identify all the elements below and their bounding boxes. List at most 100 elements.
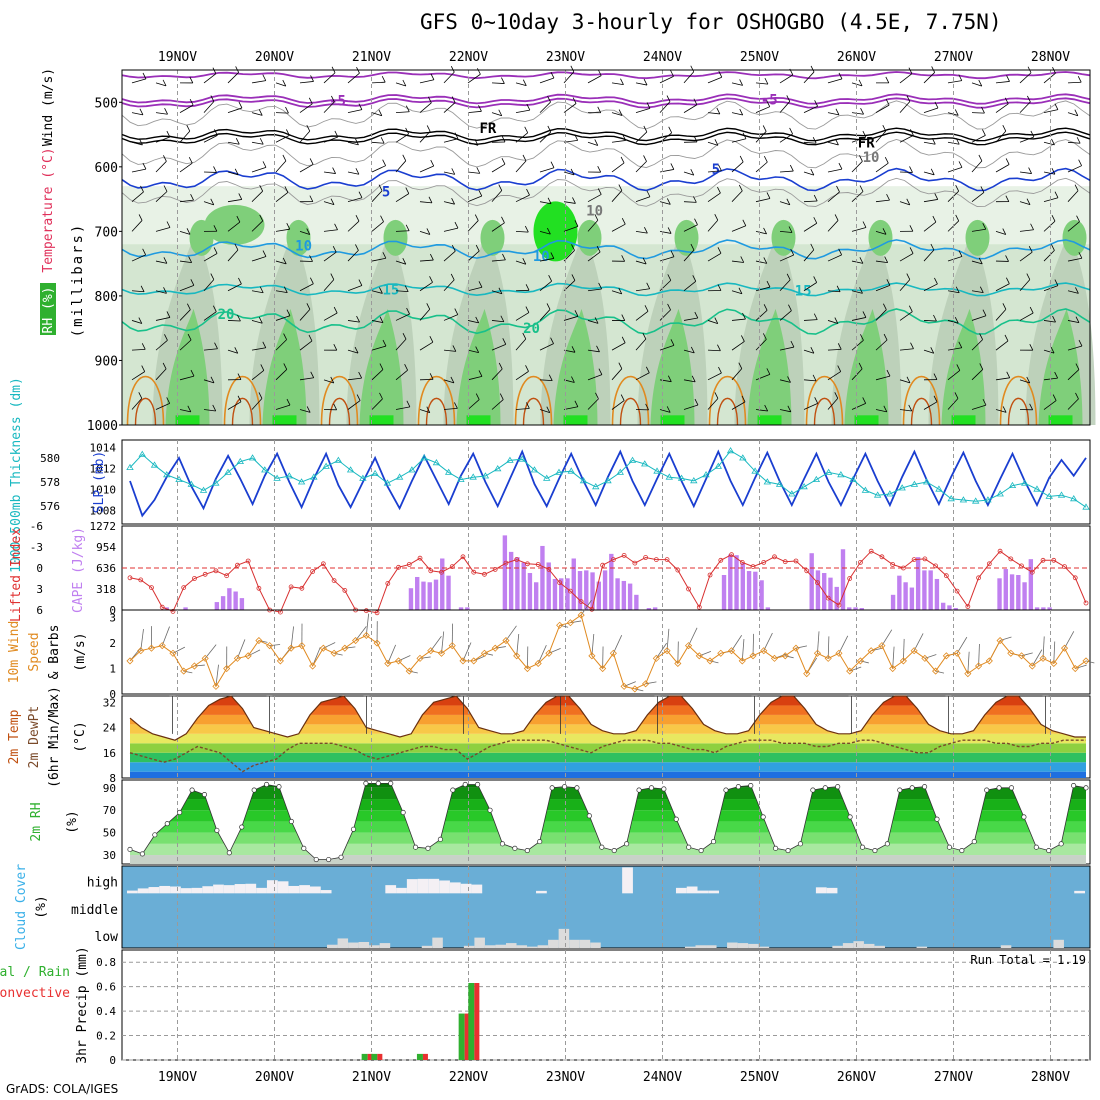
wind-barb bbox=[227, 72, 239, 84]
wind-barb bbox=[1019, 136, 1035, 143]
lifted-index-marker bbox=[836, 602, 842, 608]
wind-barb-flag bbox=[598, 282, 603, 290]
surface-wind-barb bbox=[204, 644, 217, 659]
surface-wind-barb bbox=[1021, 652, 1033, 657]
rh-marker bbox=[139, 851, 145, 857]
wind-speed-marker bbox=[480, 649, 489, 657]
wind-barb-flag bbox=[1002, 124, 1007, 132]
wind-barb-flag bbox=[405, 187, 410, 194]
thickness-marker bbox=[910, 480, 919, 487]
wind-barb bbox=[707, 349, 721, 352]
wind-barb-flag bbox=[574, 310, 579, 317]
wind-barb bbox=[299, 130, 311, 143]
wind-barb-flag bbox=[306, 228, 311, 235]
wind-barb-flag bbox=[812, 374, 817, 382]
crosssection-frame bbox=[121, 69, 1091, 426]
surface-wind-barb bbox=[591, 633, 595, 656]
wind-barb-flag bbox=[475, 316, 480, 324]
wind-barb bbox=[659, 280, 672, 292]
rh-marker bbox=[884, 841, 890, 847]
wind-barb-flag bbox=[379, 363, 384, 370]
wind-tick-label: 3 bbox=[109, 612, 116, 625]
wind-barb bbox=[131, 112, 144, 116]
wind-barb bbox=[875, 199, 890, 203]
wind-barb-flag bbox=[283, 286, 288, 293]
cloud-bar-high bbox=[460, 883, 472, 894]
wind-barb-flag bbox=[1028, 245, 1033, 253]
wind-barb-flag bbox=[766, 280, 771, 288]
temperature-line bbox=[129, 695, 1086, 741]
wind-barb-flag bbox=[717, 247, 722, 254]
cloud-bar-high bbox=[170, 886, 181, 894]
cloud-bar-high bbox=[536, 890, 547, 894]
wind-barb-flag bbox=[259, 286, 264, 293]
wind-barb bbox=[515, 194, 530, 203]
cloud-bar-low bbox=[327, 944, 338, 948]
wind-speed-marker bbox=[1039, 654, 1047, 662]
temperature-contour-25 bbox=[417, 376, 456, 426]
pressure-axis-label: (millibars) bbox=[70, 223, 86, 338]
wind-barb bbox=[779, 279, 791, 292]
wind-speed-marker bbox=[577, 611, 585, 619]
wind-barb-flag bbox=[886, 369, 891, 377]
thickness-marker bbox=[641, 460, 649, 467]
surface-wind-barb bbox=[387, 644, 397, 664]
wind-barb bbox=[323, 279, 335, 292]
wind-barb-flag bbox=[212, 305, 217, 312]
wind-barb-flag bbox=[522, 79, 527, 86]
thickness-marker bbox=[150, 461, 159, 468]
wind-barb-flag bbox=[954, 392, 959, 399]
wind-barb bbox=[323, 101, 335, 113]
wind-barb-flag bbox=[550, 161, 555, 168]
wind-barb bbox=[827, 348, 842, 351]
cape-bar bbox=[546, 562, 551, 610]
cape-bar bbox=[577, 571, 583, 610]
wind-barb-flag bbox=[451, 168, 456, 175]
rh-midlevel-patch bbox=[1062, 219, 1087, 256]
wind-barb bbox=[707, 76, 722, 84]
wind-barb-flag bbox=[886, 193, 890, 201]
rh-plume-moist bbox=[941, 308, 986, 425]
wind-barb bbox=[635, 131, 648, 143]
wind-barb-flag bbox=[286, 223, 291, 230]
surface-wind-barb bbox=[924, 654, 937, 659]
lifted-index-marker bbox=[610, 557, 616, 562]
rh-axis-label-1: 2m RH bbox=[29, 802, 44, 841]
wind-speed-contour bbox=[121, 100, 1091, 130]
wind-barb bbox=[227, 199, 242, 203]
rh-marker bbox=[450, 787, 456, 793]
surface-wind-barb bbox=[1085, 660, 1095, 664]
wind-barb-flag bbox=[1005, 277, 1010, 284]
wind-barb-flag bbox=[259, 185, 264, 192]
temperature-fill bbox=[130, 696, 1086, 778]
wind-barb-flag bbox=[690, 243, 695, 251]
wind-barb-flag bbox=[670, 250, 675, 257]
wind-barb bbox=[779, 170, 794, 173]
wind-barb bbox=[419, 309, 431, 321]
wind-barb bbox=[155, 136, 171, 143]
thickness-marker bbox=[935, 485, 943, 492]
surface-wind-barb bbox=[1031, 649, 1043, 667]
wind-barb bbox=[203, 379, 215, 384]
temperature-band bbox=[130, 696, 1086, 706]
temperature-band bbox=[130, 752, 1086, 763]
wind-barb-flag bbox=[570, 168, 575, 176]
wind-barb bbox=[611, 290, 622, 295]
wind-barb-flag bbox=[594, 317, 599, 324]
wind-speed-marker bbox=[835, 649, 843, 657]
wind-barb bbox=[275, 228, 290, 232]
lifted-index-marker bbox=[1051, 557, 1057, 563]
rh-plume-moist bbox=[262, 308, 307, 425]
wind-barb-flag bbox=[955, 185, 960, 192]
wind-barb bbox=[899, 348, 914, 351]
wind-barb-flag bbox=[332, 167, 336, 174]
wind-barb bbox=[683, 171, 694, 176]
lifted-index-marker bbox=[632, 560, 638, 566]
wind-barb bbox=[683, 317, 698, 321]
rh-marker bbox=[475, 781, 481, 788]
thickness-marker bbox=[518, 455, 526, 462]
rh-marker bbox=[648, 785, 655, 791]
wind-barb-flag bbox=[1078, 339, 1083, 347]
cloud-bar-high bbox=[148, 887, 160, 894]
wind-barb-flag bbox=[238, 193, 243, 200]
